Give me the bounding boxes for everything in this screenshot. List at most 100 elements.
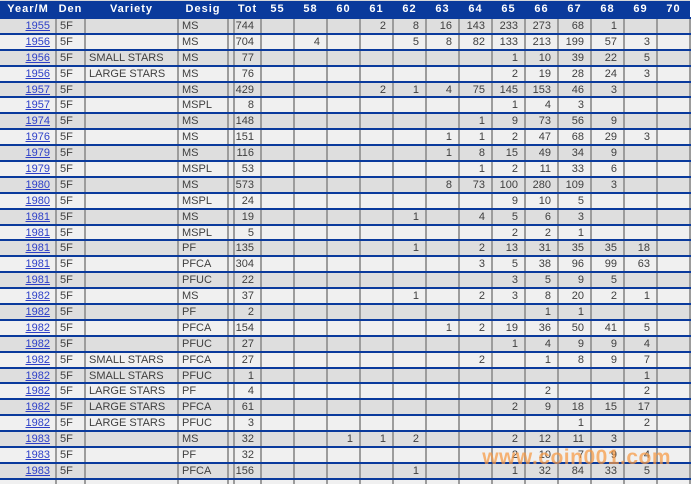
grade-cell-68 [591,383,625,401]
year-link[interactable]: 1957 [25,83,50,96]
year-link[interactable]: 1982 [25,369,50,382]
year-link[interactable]: 1982 [25,305,50,318]
grade-cell-67: 3 [558,208,592,226]
den-cell: 5F [56,319,86,337]
grade-cell-55 [261,145,295,163]
grade-cell-67: 109 [558,176,592,194]
year-link[interactable]: 1981 [25,210,50,223]
year-link[interactable]: 1980 [25,194,50,207]
grade-cell-70 [657,176,691,194]
year-link[interactable]: 1956 [25,35,50,48]
grade-cell-64 [459,97,493,115]
grade-cell-62: 1 [393,208,427,226]
den-cell: 5F [56,304,86,321]
grade-cell-67: 199 [558,33,592,51]
year-link[interactable]: 1983 [25,433,50,446]
header-spacer [228,0,234,19]
grade-cell-61 [360,288,394,306]
grade-cell-55 [261,113,295,131]
grade-cell-69: 18 [624,240,658,258]
year-cell: 1979 [0,145,57,163]
year-link[interactable]: 1982 [25,417,50,430]
grade-cell-70 [657,288,691,306]
desig-cell: MS [178,65,229,83]
year-link[interactable]: 1981 [25,226,50,239]
grade-cell-67: 28 [558,65,592,83]
table-row: 1982 5F LARGE STARS PF 4 2 2 [0,383,691,401]
grade-cell-65: 5 [492,208,526,226]
grade-cell-60 [327,192,361,210]
grade-cell-61 [360,208,394,226]
grade-cell-61 [360,145,394,163]
den-cell: 5F [56,272,86,290]
total-cell: 19 [234,208,262,226]
header-grade-65: 65 [492,0,525,19]
column-divider [228,367,235,385]
grade-cell-65: 100 [492,176,526,194]
grade-cell-62 [393,145,427,163]
year-link[interactable]: 1982 [25,385,50,398]
year-link[interactable]: 1955 [25,19,50,32]
year-link[interactable]: 1982 [25,401,50,414]
year-cell: 1981 [0,272,57,290]
header-row: Year/M Den Variety Desig Tot 55 58 60 61… [0,0,690,19]
grade-cell-64 [459,49,493,67]
desig-cell: MS [178,176,229,194]
year-link[interactable]: 1982 [25,290,50,303]
table-row: 1981 5F PFUC 22 3 5 9 5 [0,272,691,290]
grade-cell-64: 2 [459,319,493,337]
grade-cell-67: 20 [558,288,592,306]
year-cell: 1979 [0,161,57,178]
year-link[interactable]: 1982 [25,321,50,334]
year-cell: 1982 [0,288,57,306]
grade-cell-69: 3 [624,33,658,51]
column-divider [228,447,235,464]
grade-cell-66: 273 [525,18,559,35]
year-link[interactable]: 1979 [25,147,50,160]
year-link[interactable]: 1957 [25,99,50,112]
grade-cell-63 [426,462,460,480]
year-link[interactable]: 1983 [25,448,50,461]
grade-cell-60 [327,65,361,83]
variety-cell [85,18,179,35]
variety-cell [85,192,179,210]
year-link[interactable]: 1981 [25,274,50,287]
column-divider [228,18,235,35]
year-link[interactable]: 1981 [25,258,50,271]
header-grade-67: 67 [558,0,591,19]
year-link[interactable]: 1979 [25,162,50,175]
table-row: 1979 5F MSPL 53 1 2 11 33 6 [0,161,691,178]
year-cell: 1982 [0,335,57,353]
variety-cell: SMALL STARS [85,351,179,369]
grade-cell-69 [624,304,658,321]
grade-cell-63 [426,367,460,385]
year-link[interactable]: 1976 [25,131,50,144]
year-link[interactable]: 1956 [25,67,50,80]
header-grade-70: 70 [657,0,690,19]
grade-cell-68 [591,367,625,385]
grade-cell-61 [360,49,394,67]
grade-cell-58 [294,18,328,35]
grade-cell-61 [360,335,394,353]
grade-cell-68: 24 [591,65,625,83]
grade-cell-63 [426,97,460,115]
grade-cell-66: 1 [525,351,559,369]
grade-cell-69: 3 [624,129,658,147]
grade-cell-68: 9 [591,351,625,369]
grade-cell-65: 9 [492,113,526,131]
grade-cell-55 [261,335,295,353]
desig-cell: MS [178,18,229,35]
year-link[interactable]: 1982 [25,337,50,350]
year-link[interactable]: 1982 [25,353,50,366]
year-link[interactable]: 1983 [25,464,50,477]
grade-cell-63: 1 [426,145,460,163]
grade-cell-67 [558,367,592,385]
year-link[interactable]: 1974 [25,115,50,128]
grade-cell-62: 1 [393,240,427,258]
table-body: 1955 5F MS 744 2 8 16 143 233 273 68 1 1956 5F MS 704 4 5… [0,18,691,484]
year-link[interactable]: 1956 [25,51,50,64]
grade-cell-60 [327,224,361,242]
year-link[interactable]: 1980 [25,178,50,191]
year-link[interactable]: 1981 [25,242,50,255]
table-row: 1983 5F PF 32 2 10 7 9 4 [0,447,691,464]
